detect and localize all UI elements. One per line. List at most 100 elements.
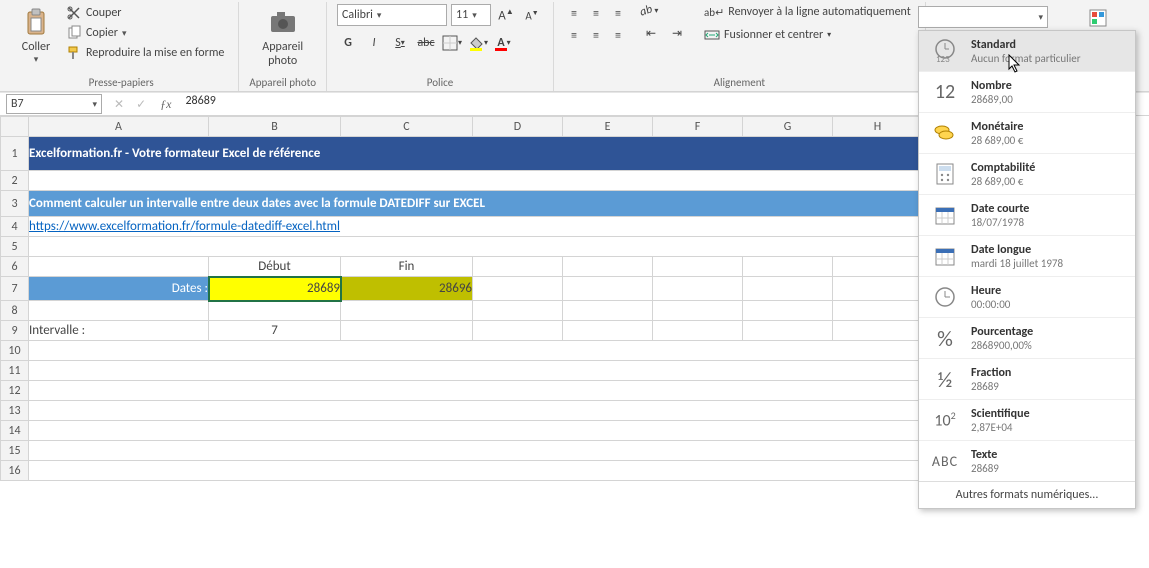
confirm-formula-button[interactable]: ✓ (130, 97, 152, 112)
cell-H6[interactable] (833, 257, 923, 277)
cell-banner2[interactable]: Comment calculer un intervalle entre deu… (29, 191, 923, 217)
paste-button[interactable]: Coller ▾ (14, 4, 58, 67)
cell-G6[interactable] (743, 257, 833, 277)
cell-row12[interactable] (29, 381, 923, 401)
cell-E9[interactable] (563, 321, 653, 341)
camera-button[interactable]: Appareil photo (256, 4, 309, 70)
format-item-monétaire[interactable]: Monétaire28 689,00 € (919, 113, 1135, 154)
cell-A8[interactable] (29, 301, 209, 321)
italic-button[interactable]: I (363, 32, 385, 54)
align-top-button[interactable]: ≡ (564, 4, 584, 24)
row-header-10[interactable]: 10 (1, 341, 29, 361)
cell-C8[interactable] (341, 301, 473, 321)
row-header-12[interactable]: 12 (1, 381, 29, 401)
cell-row2[interactable] (29, 171, 923, 191)
cell-D8[interactable] (473, 301, 563, 321)
cell-H9[interactable] (833, 321, 923, 341)
cell-E6[interactable] (563, 257, 653, 277)
font-name-combo[interactable]: Calibri▾ (337, 4, 447, 26)
cell-D6[interactable] (473, 257, 563, 277)
cell-C9[interactable] (341, 321, 473, 341)
format-item-texte[interactable]: ABCTexte28689 (919, 441, 1135, 481)
row-header-5[interactable]: 5 (1, 237, 29, 257)
orientation-button[interactable]: ab▾ (640, 4, 688, 18)
underline-button[interactable]: S▾ (389, 32, 411, 54)
row-header-6[interactable]: 6 (1, 257, 29, 277)
cell-B8[interactable] (209, 301, 341, 321)
cell-F7[interactable] (653, 277, 743, 301)
cell-F6[interactable] (653, 257, 743, 277)
cell-row16[interactable] (29, 461, 923, 481)
cell-row5[interactable] (29, 237, 923, 257)
row-header-1[interactable]: 1 (1, 137, 29, 171)
font-size-combo[interactable]: 11▾ (451, 4, 491, 26)
borders-button[interactable]: ▾ (441, 32, 463, 54)
increase-font-button[interactable]: A▲ (495, 4, 517, 26)
align-middle-button[interactable]: ≡ (586, 4, 606, 24)
col-header-B[interactable]: B (209, 117, 341, 137)
font-color-button[interactable]: A ▾ (493, 32, 515, 54)
fill-color-button[interactable]: ▾ (467, 32, 489, 54)
row-header-7[interactable]: 7 (1, 277, 29, 301)
decrease-font-button[interactable]: A▼ (521, 4, 543, 26)
cell-A6[interactable] (29, 257, 209, 277)
col-header-E[interactable]: E (563, 117, 653, 137)
fx-icon[interactable]: ƒx (152, 97, 179, 112)
name-box[interactable]: B7 ▾ (6, 94, 102, 114)
col-header-D[interactable]: D (473, 117, 563, 137)
copy-button[interactable]: Copier ▾ (62, 24, 228, 42)
cell-D7[interactable] (473, 277, 563, 301)
cell-B6[interactable]: Début (209, 257, 341, 277)
cell-F8[interactable] (653, 301, 743, 321)
row-header-13[interactable]: 13 (1, 401, 29, 421)
align-left-button[interactable]: ≡ (564, 26, 584, 46)
select-all-corner[interactable] (1, 117, 29, 137)
number-format-more[interactable]: Autres formats numériques... (919, 481, 1135, 508)
format-item-scientifique[interactable]: 102Scientifique2,87E+04 (919, 400, 1135, 441)
cell-row13[interactable] (29, 401, 923, 421)
format-item-pourcentage[interactable]: %Pourcentage2868900,00% (919, 318, 1135, 359)
number-format-combo[interactable]: ▾ (918, 6, 1048, 28)
col-header-A[interactable]: A (29, 117, 209, 137)
row-header-4[interactable]: 4 (1, 217, 29, 237)
col-header-F[interactable]: F (653, 117, 743, 137)
format-item-heure[interactable]: Heure00:00:00 (919, 277, 1135, 318)
cell-banner1[interactable]: Excelformation.fr - Votre formateur Exce… (29, 137, 923, 171)
cell-row11[interactable] (29, 361, 923, 381)
cell-E8[interactable] (563, 301, 653, 321)
cell-G7[interactable] (743, 277, 833, 301)
cancel-formula-button[interactable]: ✕ (108, 97, 130, 112)
cell-C7[interactable]: 28696 (341, 277, 473, 301)
format-item-date-longue[interactable]: Date longuemardi 18 juillet 1978 (919, 236, 1135, 277)
strike-button[interactable]: abc (415, 32, 437, 54)
cell-H8[interactable] (833, 301, 923, 321)
cell-D9[interactable] (473, 321, 563, 341)
cell-G8[interactable] (743, 301, 833, 321)
grid[interactable]: A B C D E F G H 1 Excelformation.fr - Vo… (0, 116, 923, 481)
col-header-C[interactable]: C (341, 117, 473, 137)
format-painter-button[interactable]: Reproduire la mise en forme (62, 44, 228, 62)
format-item-nombre[interactable]: 12Nombre28689,00 (919, 72, 1135, 113)
col-header-H[interactable]: H (833, 117, 923, 137)
row-header-14[interactable]: 14 (1, 421, 29, 441)
decrease-indent-button[interactable]: ⇤ (640, 22, 662, 44)
row-header-9[interactable]: 9 (1, 321, 29, 341)
bold-button[interactable]: G (337, 32, 359, 54)
row-header-3[interactable]: 3 (1, 191, 29, 217)
cell-row15[interactable] (29, 441, 923, 461)
cell-E7[interactable] (563, 277, 653, 301)
align-center-button[interactable]: ≡ (586, 26, 606, 46)
cell-G9[interactable] (743, 321, 833, 341)
cell-H7[interactable] (833, 277, 923, 301)
link-text[interactable]: https://www.excelformation.fr/formule-da… (29, 219, 340, 234)
cell-C6[interactable]: Fin (341, 257, 473, 277)
format-item-standard[interactable]: 123StandardAucun format particulier (919, 31, 1135, 72)
row-header-15[interactable]: 15 (1, 441, 29, 461)
cell-B9[interactable]: 7 (209, 321, 341, 341)
row-header-2[interactable]: 2 (1, 171, 29, 191)
cell-B7[interactable]: 28689 (209, 277, 341, 301)
cell-A9[interactable]: Intervalle : (29, 321, 209, 341)
increase-indent-button[interactable]: ⇥ (666, 22, 688, 44)
wrap-text-button[interactable]: ab↵ Renvoyer à la ligne automatiquement (700, 4, 915, 20)
format-item-comptabilité[interactable]: Comptabilité 28 689,00 € (919, 154, 1135, 195)
